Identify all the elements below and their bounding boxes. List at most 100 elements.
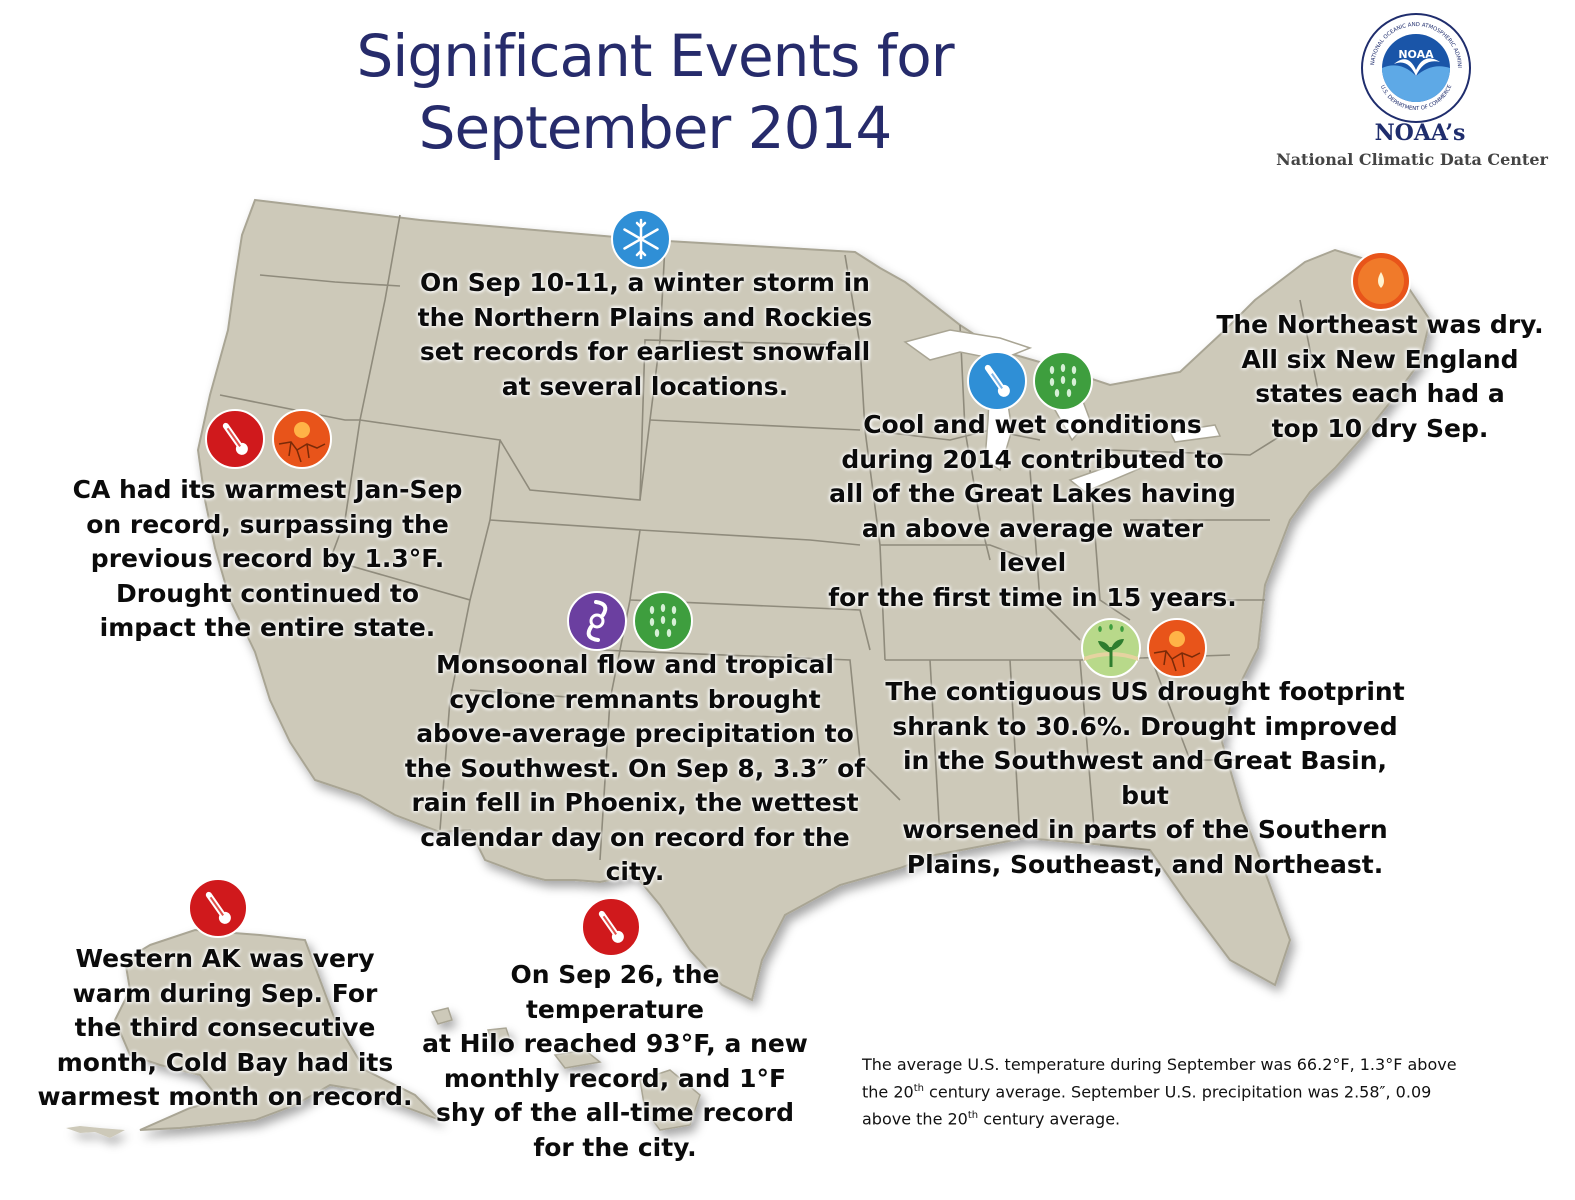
event-line: during 2014 contributed to <box>841 444 1224 474</box>
hot-thermometer-icon <box>581 897 641 957</box>
event-line: Western AK was very <box>75 944 375 973</box>
summary-text: above the 20 <box>862 1109 968 1129</box>
event-line: shrank to 30.6%. Drought improved <box>892 711 1398 741</box>
state-border <box>1099 844 1151 851</box>
state-border <box>1109 429 1291 456</box>
event-line: The contiguous US drought footprint <box>885 677 1405 706</box>
event-line: The Northeast was dry. <box>1216 310 1544 339</box>
hot-thermometer-icon <box>205 409 265 469</box>
event-line: at several locations. <box>501 371 789 401</box>
state-border <box>864 429 1041 441</box>
event-line: Plains, Southeast, and Northeast. <box>906 849 1384 879</box>
drought-improved-icon <box>1081 618 1141 678</box>
summary-text: the 20 <box>862 1082 914 1102</box>
summary-text: The average U.S. temperature during Sept… <box>862 1055 1457 1074</box>
event-line: On Sep 10-11, a winter storm in <box>420 268 870 297</box>
lake-erie <box>1068 451 1162 493</box>
event-line: Cool and wet conditions <box>863 410 1202 439</box>
state-border <box>219 394 360 421</box>
state-border <box>599 649 901 801</box>
event-line: set records for earliest snowfall <box>419 337 871 366</box>
event-southwest-monsoon: Monsoonal flow and tropical cyclone remn… <box>395 648 875 890</box>
hawaii <box>430 1007 701 1131</box>
hawaii-big-island <box>639 1069 701 1131</box>
event-line: all of the Great Lakes having <box>829 479 1236 508</box>
hawaii-island-kauai <box>430 1007 453 1025</box>
snowflake-icon <box>611 209 671 269</box>
hawaii-island-oahu <box>486 1027 512 1043</box>
alaska <box>66 928 441 1138</box>
rain-icon <box>1033 351 1093 411</box>
tropical-cyclone-icon <box>567 591 627 651</box>
event-line: states each had a <box>1255 379 1505 408</box>
event-line: an above average water level <box>861 513 1204 578</box>
state-border <box>329 559 471 831</box>
event-line: cyclone remnants brought <box>449 684 821 714</box>
state-border <box>959 324 991 561</box>
event-line: on record, surpassing the <box>86 509 449 539</box>
event-line: the Southwest. On Sep 8, 3.3″ of <box>404 753 866 783</box>
event-line: previous record by 1.3°F. <box>90 544 445 573</box>
event-line: CA had its warmest Jan-Sep <box>72 475 463 504</box>
event-drought-footprint: The contiguous US drought footprint shra… <box>880 675 1410 882</box>
state-border <box>1299 299 1321 401</box>
state-border <box>259 274 401 287</box>
event-line: the Northern Plains and Rockies <box>417 302 873 332</box>
superscript: th <box>913 1083 924 1094</box>
hot-thermometer-icon <box>188 878 248 938</box>
event-line: All six New England <box>1241 344 1519 374</box>
dry-icon <box>1351 251 1411 311</box>
drought-icon <box>1147 618 1207 678</box>
title-line-2: September 2014 <box>418 94 893 162</box>
state-borders <box>219 214 1321 861</box>
summary-text: century average. September U.S. precipit… <box>923 1082 1432 1102</box>
event-line: month, Cold Bay had its <box>56 1047 394 1077</box>
state-border <box>1149 654 1235 761</box>
event-line: above-average precipitation to <box>416 719 854 748</box>
event-line: impact the entire state. <box>99 613 436 642</box>
summary-line: above the 20th century average. <box>862 1104 1562 1131</box>
event-line: warm during Sep. For <box>72 978 378 1008</box>
hawaii-island-maui <box>553 1049 602 1069</box>
state-border <box>929 659 941 841</box>
noaa-logo: NATIONAL OCEANIC AND ATMOSPHERIC ADMINIS… <box>1360 12 1471 123</box>
event-line: for the first time in 15 years. <box>828 582 1237 612</box>
summary-text: century average. <box>978 1109 1121 1129</box>
event-hawaii: On Sep 26, the temperature at Hilo reach… <box>420 958 810 1165</box>
state-border <box>639 529 861 546</box>
state-border <box>599 699 611 861</box>
logo-emblem: NOAA <box>1398 48 1434 61</box>
state-border <box>629 599 871 651</box>
event-northeast-dry: The Northeast was dry. All six New Engla… <box>1200 308 1560 446</box>
event-line: calendar day on record for the city. <box>420 822 850 887</box>
state-border <box>649 419 861 431</box>
event-line: Drought continued to <box>116 578 419 608</box>
superscript: th <box>967 1110 979 1122</box>
event-line: worsened in parts of the Southern <box>902 815 1388 844</box>
drought-icon <box>272 409 332 469</box>
event-line: the third consecutive <box>74 1013 376 1042</box>
state-border <box>1029 469 1081 641</box>
event-california: CA had its warmest Jan-Sep on record, su… <box>70 473 465 646</box>
logo-center-name: National Climatic Data Center <box>1276 150 1548 169</box>
event-line: warmest month on record. <box>37 1082 413 1111</box>
state-border <box>1089 469 1131 621</box>
title-line-1: Significant Events for <box>356 22 954 90</box>
event-winter-storm: On Sep 10-11, a winter storm in the Nort… <box>410 266 880 404</box>
event-great-lakes: Cool and wet conditions during 2014 cont… <box>825 408 1240 615</box>
state-border <box>880 544 1031 561</box>
event-line: in the Southwest and Great Basin, but <box>902 746 1388 810</box>
event-line: rain fell in Phoenix, the wettest <box>411 788 859 817</box>
logo-name: NOAA’s <box>1374 120 1466 146</box>
state-border <box>359 419 501 601</box>
page-title: Significant Events for September 2014 <box>180 20 1130 164</box>
event-alaska: Western AK was very warm during Sep. For… <box>35 942 415 1115</box>
state-border <box>499 244 666 501</box>
state-border <box>1079 659 1096 841</box>
event-line: top 10 dry Sep. <box>1271 413 1489 443</box>
event-line: shy of the all-time record <box>436 1098 794 1127</box>
event-line: for the city. <box>533 1132 697 1162</box>
summary-line: The average U.S. temperature during Sept… <box>862 1053 1562 1077</box>
lake-ontario <box>1168 424 1222 443</box>
